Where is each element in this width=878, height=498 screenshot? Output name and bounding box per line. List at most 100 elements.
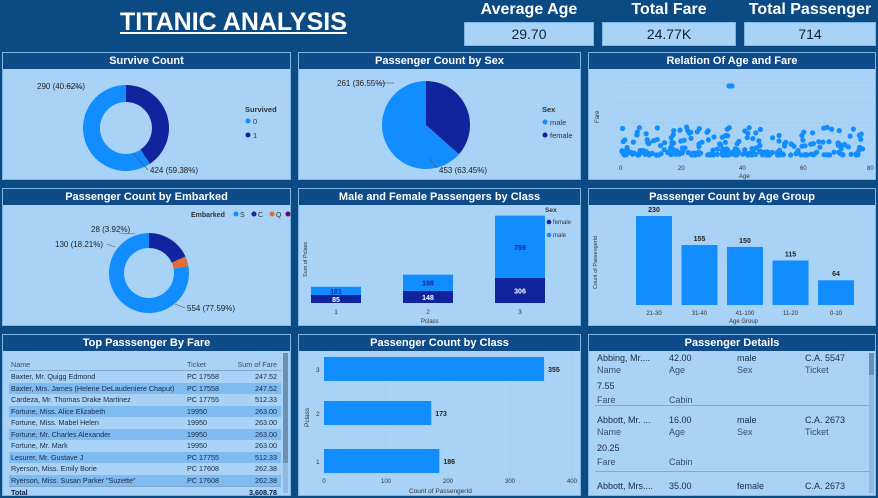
scatter-point[interactable] — [799, 133, 805, 139]
scatter-point[interactable] — [677, 127, 683, 133]
scatter-point[interactable] — [720, 152, 726, 158]
survive-legend-0[interactable]: 0 — [253, 117, 257, 126]
table-row[interactable]: Cardeza, Mr. Thomas Drake Martinez PC 177… — [9, 394, 281, 406]
scatter-point[interactable] — [793, 151, 799, 157]
scatter-point[interactable] — [726, 125, 732, 131]
scatter-point[interactable] — [746, 125, 752, 131]
scatter-point[interactable] — [835, 142, 841, 148]
age-bar-11-20[interactable] — [772, 260, 809, 305]
scatter-point[interactable] — [671, 128, 677, 134]
scatter-point[interactable] — [671, 140, 677, 146]
class-count-panel[interactable]: Passenger Count by Class 355 3 173 2 186 1 0 10… — [298, 334, 581, 496]
scatter-point[interactable] — [776, 138, 782, 144]
embarked-legend-q[interactable]: Q — [276, 212, 282, 219]
col-fare-header[interactable]: Sum of Fare — [237, 360, 277, 369]
scatter-point[interactable] — [654, 152, 660, 158]
table-row[interactable]: Lesurer, Mr. Gustave J PC 17755 512.33 — [9, 451, 281, 463]
age-group-panel[interactable]: Passenger Count by Age Group 230 21-30 155… — [588, 188, 876, 326]
scatter-point[interactable] — [798, 152, 804, 158]
scatter-point[interactable] — [802, 151, 809, 158]
scatter-point[interactable] — [714, 146, 720, 152]
top-fare-scroll-thumb[interactable] — [283, 353, 288, 463]
scatter-point[interactable] — [756, 138, 762, 144]
scatter-point[interactable] — [667, 146, 674, 152]
scatter-point[interactable] — [729, 83, 735, 89]
scatter-point[interactable] — [841, 141, 848, 147]
age-bar-0-10[interactable] — [818, 280, 854, 305]
scatter-point[interactable] — [850, 126, 856, 132]
passenger-details-panel[interactable]: Passenger Details Abbing, Mr.... 42.00 m… — [588, 334, 876, 496]
scatter-point[interactable] — [759, 152, 765, 158]
scatter-point[interactable] — [788, 141, 794, 147]
scatter-point[interactable] — [689, 151, 695, 157]
scatter-point[interactable] — [788, 152, 794, 158]
scatter-point[interactable] — [674, 148, 680, 154]
scatter-point[interactable] — [688, 129, 694, 135]
scatter-point[interactable] — [622, 137, 628, 143]
scatter-point[interactable] — [808, 141, 814, 147]
scatter-point[interactable] — [769, 149, 775, 156]
scatter-point[interactable] — [634, 132, 640, 138]
scatter-point[interactable] — [847, 133, 853, 139]
scatter-point[interactable] — [749, 146, 755, 152]
scatter-point[interactable] — [836, 128, 842, 134]
scatter-point[interactable] — [831, 149, 837, 155]
scatter-point[interactable] — [734, 147, 740, 153]
scatter-point[interactable] — [763, 152, 769, 158]
scatter-point[interactable] — [684, 124, 690, 130]
top-fare-panel[interactable]: Top Passsenger By Fare Name Ticket Sum o… — [2, 334, 291, 497]
scatter-point[interactable] — [853, 152, 859, 158]
scatter-point[interactable] — [799, 143, 805, 149]
sex-legend-male[interactable]: male — [550, 118, 566, 127]
col-ticket-header[interactable]: Ticket — [187, 360, 206, 369]
scatter-point[interactable] — [696, 126, 702, 132]
scatter-point[interactable] — [736, 138, 742, 144]
scatter-point[interactable] — [750, 151, 756, 157]
scatter-point[interactable] — [726, 151, 732, 157]
scatter-point[interactable] — [714, 151, 720, 157]
embarked-slice-2[interactable] — [171, 256, 189, 269]
scatter-point[interactable] — [654, 125, 660, 131]
bar-female-2[interactable] — [403, 290, 453, 303]
scatter-point[interactable] — [696, 141, 702, 147]
sex-count-panel[interactable]: Passenger Count by Sex 261 (36.55%) 453 … — [298, 52, 581, 180]
scatter-point[interactable] — [858, 136, 864, 142]
table-row[interactable]: Ryerson, Miss. Susan Parker "Suzette" PC … — [9, 474, 281, 486]
table-row[interactable]: Fortune, Mr. Mark 19950 263.00 — [9, 440, 281, 452]
age-fare-panel[interactable]: Relation Of Age and Fare Fare 0 20 40 60… — [588, 52, 876, 180]
table-row[interactable]: Baxter, Mrs. James (Helene DeLaudeniere … — [9, 382, 281, 394]
scatter-point[interactable] — [621, 152, 627, 158]
scatter-point[interactable] — [722, 139, 728, 145]
scatter-point[interactable] — [750, 136, 756, 142]
scatter-point[interactable] — [858, 131, 864, 137]
scatter-point[interactable] — [679, 150, 685, 156]
scatter-point[interactable] — [619, 125, 626, 132]
survive-count-panel[interactable]: Survive Count 290 (40.62%) 424 (59.38%) … — [2, 52, 291, 180]
embarked-panel[interactable]: Passenger Count by Embarked Embarked S C… — [2, 188, 291, 326]
scatter-point[interactable] — [624, 146, 630, 152]
bar-female-3[interactable] — [495, 277, 545, 303]
scatter-point[interactable] — [637, 147, 643, 154]
table-row[interactable]: Fortune, Miss. Mabel Helen 19950 263.00 — [9, 417, 281, 429]
sex-legend-female[interactable]: female — [550, 131, 573, 140]
scatter-point[interactable] — [707, 151, 713, 157]
scatter-point[interactable] — [725, 147, 731, 153]
scatter-point[interactable] — [757, 126, 763, 133]
table-row[interactable]: Baxter, Mr. Quigg Edmond PC 17558 247.52 — [9, 371, 281, 383]
class-bar-2[interactable] — [324, 401, 432, 425]
scatter-point[interactable] — [720, 146, 726, 152]
age-bar-21-30[interactable] — [636, 215, 672, 305]
scatter-point[interactable] — [776, 132, 782, 139]
scatter-point[interactable] — [682, 145, 688, 151]
scatter-point[interactable] — [753, 145, 759, 151]
scatter-point[interactable] — [769, 135, 776, 141]
embarked-legend-c[interactable]: C — [258, 212, 263, 219]
survive-slice-1[interactable] — [126, 85, 169, 164]
col-name-header[interactable]: Name — [11, 360, 31, 369]
details-scroll-thumb[interactable] — [869, 353, 874, 375]
scatter-point[interactable] — [704, 129, 710, 135]
scatter-point[interactable] — [745, 152, 751, 158]
scatter-point[interactable] — [636, 125, 642, 131]
scatter-point[interactable] — [800, 137, 806, 143]
scatter-point[interactable] — [810, 130, 816, 136]
